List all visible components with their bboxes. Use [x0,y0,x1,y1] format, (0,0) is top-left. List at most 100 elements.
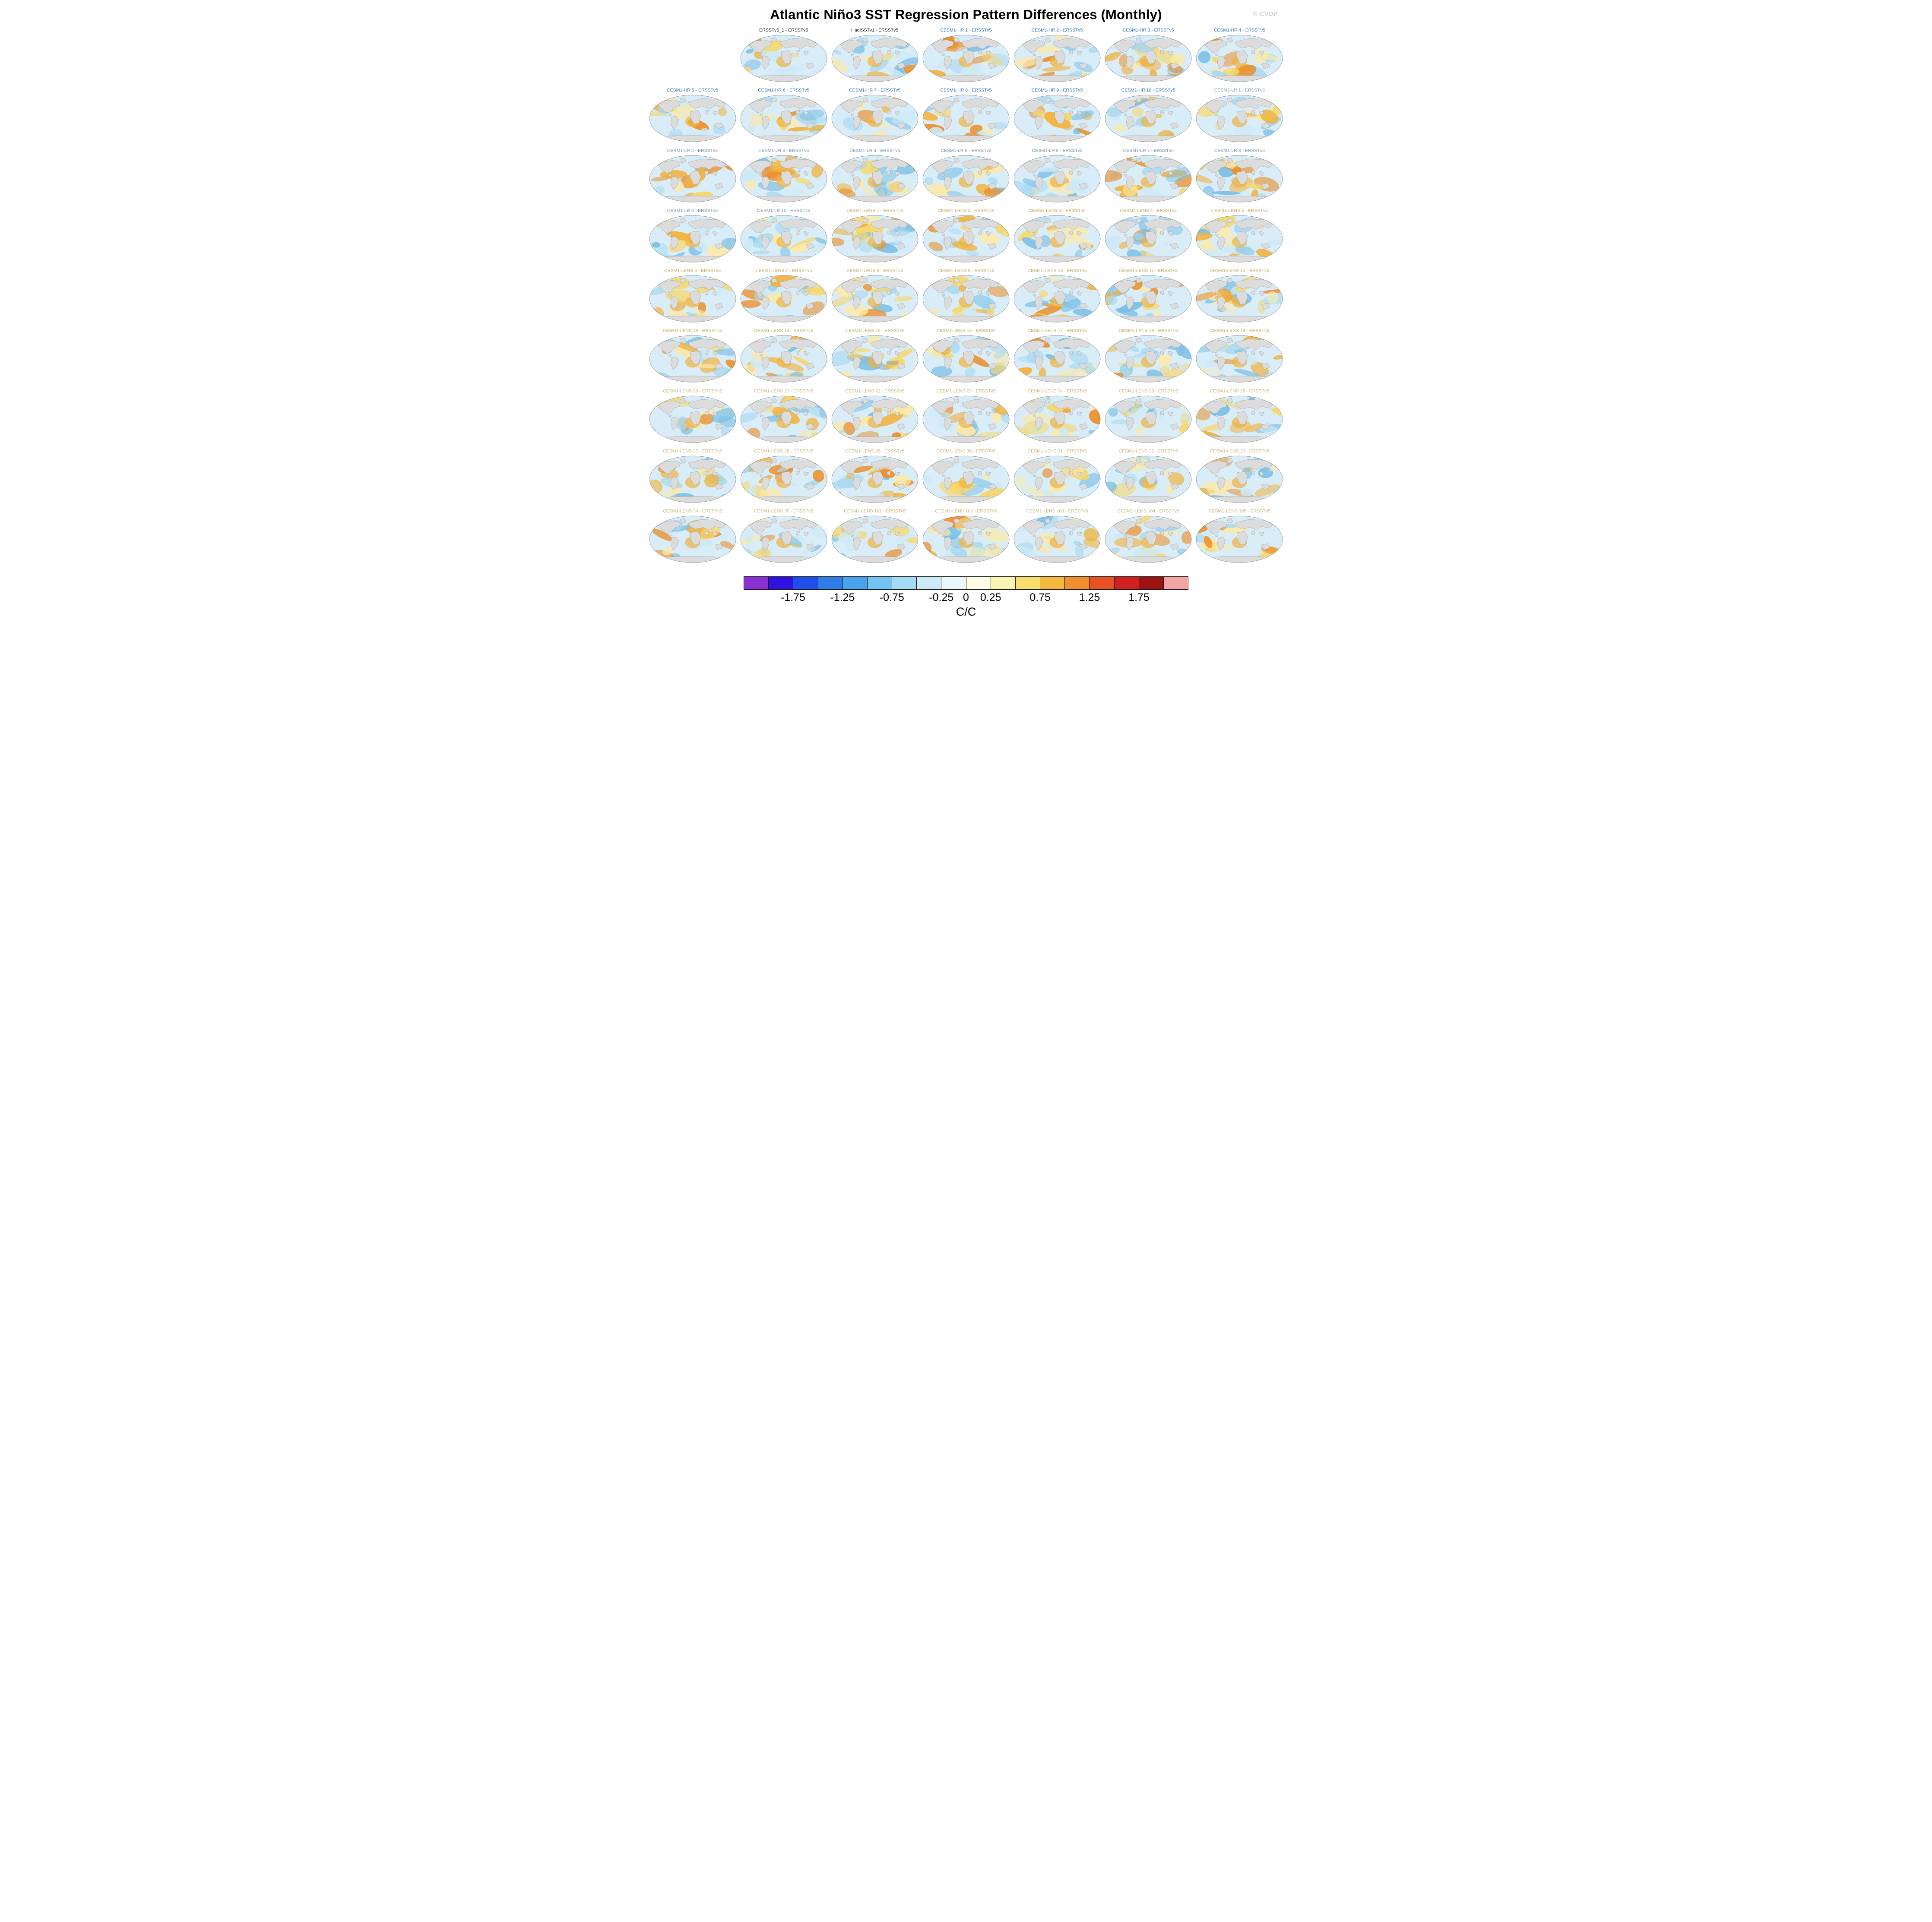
colorbar-tick: -1.25 [830,591,855,604]
map-panel: CESM1-LENS 12 - ERSSTv5 [1195,268,1283,323]
map-panel: CESM1-LENS 33 - ERSSTv5 [1195,449,1283,503]
map-panel: CESM1-LENS 4 - ERSSTv5 [1104,208,1192,263]
map-panel: CESM1-HR 9 - ERSSTv5 [1013,88,1101,142]
world-map-image [1014,155,1101,202]
colorbar-segment [793,577,818,590]
colorbar-segment [1015,577,1041,590]
map-panel: CESM1-LENS 19 - ERSSTv5 [1195,328,1283,383]
world-map-image [831,515,918,563]
panel-title: CESM1-LENS 31 - ERSSTv5 [1027,448,1087,454]
world-map-image [1105,455,1192,503]
world-map-image [831,275,918,322]
world-map-image [922,515,1010,563]
world-map-image [649,275,736,322]
world-map-image [1105,155,1192,202]
colorbar-units-label: C/C [956,605,976,619]
world-map-image [831,455,918,503]
world-map-image [1105,275,1192,322]
world-map-image [1196,395,1283,443]
map-panel: CESM1-LENS 24 - ERSSTv5 [1013,389,1101,443]
colorbar-segment [1090,577,1115,590]
world-map-image [1014,35,1101,82]
panel-title: CESM1-HR 2 - ERSSTv5 [1031,28,1083,33]
panel-title: CESM1-LR 5 - ERSSTv5 [941,148,991,153]
map-panel: CESM1-LENS 20 - ERSSTv5 [649,389,737,443]
panel-title: CESM1-LENS 10 - ERSSTv5 [1027,268,1087,274]
map-panel: CESM1-LENS 7 - ERSSTv5 [740,268,828,323]
colorbar-segment [941,577,966,590]
panel-title: CESM1-LENS 4 - ERSSTv5 [1120,208,1177,213]
colorbar-segment [1065,577,1090,590]
map-panel: CESM1-LENS 2 - ERSSTv5 [922,208,1010,263]
map-panel: CESM1-HR 8 - ERSSTv5 [922,88,1010,142]
panel-title: CESM1-HR 10 - ERSSTv5 [1121,88,1175,93]
world-map-image [649,395,736,443]
world-map-image [1196,335,1283,383]
map-panel: CESM1-LENS 31 - ERSSTv5 [1013,449,1101,503]
panel-title: CESM1-LENS 11 - ERSSTv5 [1119,268,1178,274]
world-map-image [922,395,1010,443]
map-panel: CESM1-HR 7 - ERSSTv5 [831,88,919,142]
panel-title: CESM1-LR 6 - ERSSTv5 [1032,148,1083,153]
map-panel: CESM1-LENS 11 - ERSSTv5 [1104,268,1192,323]
panel-title: CESM1-LENS 101 - ERSSTv5 [844,509,906,514]
panel-title: CESM1-LENS 102 - ERSSTv5 [935,509,997,514]
panel-title: HadISSTv1 - ERSSTv5 [851,28,899,33]
panel-title: CESM1-HR 4 - ERSSTv5 [1213,28,1265,33]
panel-title: CESM1-LENS 19 - ERSSTv5 [1210,328,1269,334]
colorbar-segment [1040,577,1065,590]
map-panel: CESM1-LR 5 - ERSSTv5 [922,148,1010,203]
figure-page: Atlantic Niño3 SST Regression Pattern Di… [644,0,1288,632]
map-panel: CESM1-LENS 5 - ERSSTv5 [1195,208,1283,263]
world-map-image [1105,335,1192,383]
panel-title: CESM1-LENS 17 - ERSSTv5 [1027,328,1087,334]
colorbar: -1.75 -1.25 -0.75 -0.25 0 0.25 0.75 1.25 1.75 C/… [744,576,1188,619]
world-map-image [740,95,827,142]
panel-title: CESM1-LENS 22 - ERSSTv5 [845,388,905,394]
colorbar-tick: 0.75 [1029,591,1051,604]
world-map-image [922,35,1010,82]
world-map-image [740,455,827,503]
colorbar-segments [744,576,1188,590]
map-panel: HadISSTv1 - ERSSTv5 [831,28,919,82]
panel-title: CESM1-LR 1 - ERSSTv5 [1214,88,1265,93]
colorbar-segment [818,577,843,590]
world-map-image [1105,35,1192,82]
panel-title: CESM1-LENS 15 - ERSSTv5 [845,328,905,334]
colorbar-segment [917,577,942,590]
panel-title: CESM1-LR 9 - ERSSTv5 [667,208,718,213]
world-map-image [922,215,1010,262]
map-panel: CESM1-LENS 16 - ERSSTv5 [922,328,1010,383]
panel-title: CESM1-LENS 13 - ERSSTv5 [663,328,722,334]
colorbar-tick: 1.25 [1079,591,1100,604]
panel-title: CESM1-LENS 5 - ERSSTv5 [1211,208,1268,213]
map-panel: CESM1-HR 4 - ERSSTv5 [1195,28,1283,82]
panel-title: CESM1-LENS 16 - ERSSTv5 [936,328,996,334]
world-map-image [649,155,736,202]
world-map-image [1196,275,1283,322]
panel-title: CESM1-LENS 9 - ERSSTv5 [937,268,995,274]
map-panel: CESM1-LENS 29 - ERSSTv5 [831,449,919,503]
colorbar-segment [744,577,769,590]
panel-title: CESM1-LENS 20 - ERSSTv5 [663,388,722,394]
panel-title: CESM1-LENS 32 - ERSSTv5 [1118,448,1178,454]
world-map-image [831,335,918,383]
panel-grid: ERSSTv5_1 - ERSSTv5 HadISSTv1 - ERSSTv5 CE… [649,28,1284,563]
map-panel: CESM1-LR 3 - ERSSTv5 [740,148,828,203]
world-map-image [922,95,1010,142]
colorbar-segment [769,577,794,590]
colorbar-segment [842,577,868,590]
colorbar-tick: -0.25 [929,591,954,604]
panel-title: CESM1-LR 8 - ERSSTv5 [1214,148,1265,153]
map-panel: CESM1-LENS 27 - ERSSTv5 [649,449,737,503]
panel-title: CESM1-LENS 12 - ERSSTv5 [1210,268,1269,274]
map-panel: CESM1-LENS 8 - ERSSTv5 [831,268,919,323]
panel-title: CESM1-LENS 23 - ERSSTv5 [936,388,996,394]
world-map-image [1196,455,1283,503]
panel-title: CESM1-LR 3 - ERSSTv5 [758,148,809,153]
map-panel: CESM1-LR 4 - ERSSTv5 [831,148,919,203]
map-panel: CESM1-LENS 1 - ERSSTv5 [831,208,919,263]
world-map-image [1196,155,1283,202]
world-map-image [649,455,736,503]
world-map-image [740,395,827,443]
